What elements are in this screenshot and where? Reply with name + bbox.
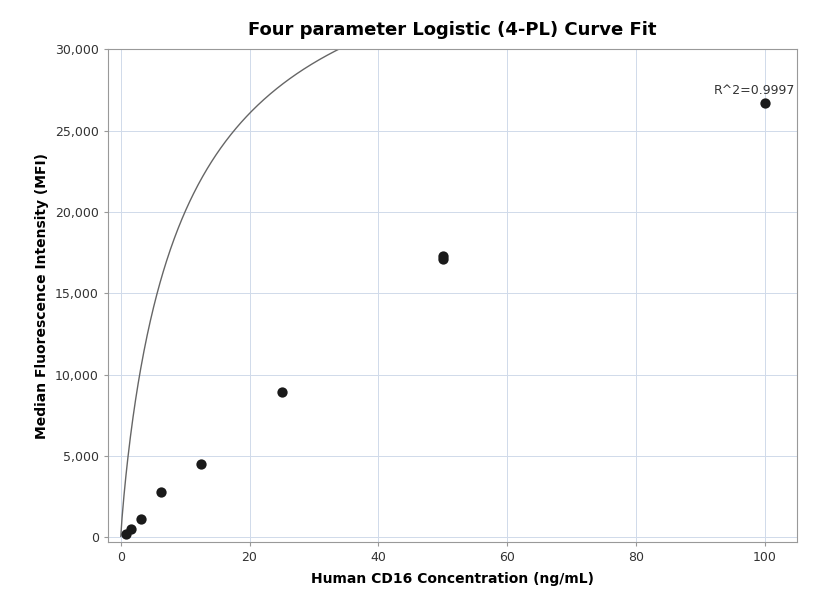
Point [124,524,138,534]
Text: R^2=0.9997: R^2=0.9997 [714,84,795,97]
Y-axis label: Median Fluorescence Intensity (MFI): Median Fluorescence Intensity (MFI) [36,153,50,439]
Point [436,254,449,264]
Point [134,514,148,524]
Title: Four parameter Logistic (4-PL) Curve Fit: Four parameter Logistic (4-PL) Curve Fit [248,22,657,39]
Point [154,487,168,496]
X-axis label: Human CD16 Concentration (ng/mL): Human CD16 Concentration (ng/mL) [311,572,593,586]
Point [758,98,771,108]
Point [275,387,288,397]
Point [194,459,208,469]
Point [436,251,449,261]
Point [120,529,133,539]
